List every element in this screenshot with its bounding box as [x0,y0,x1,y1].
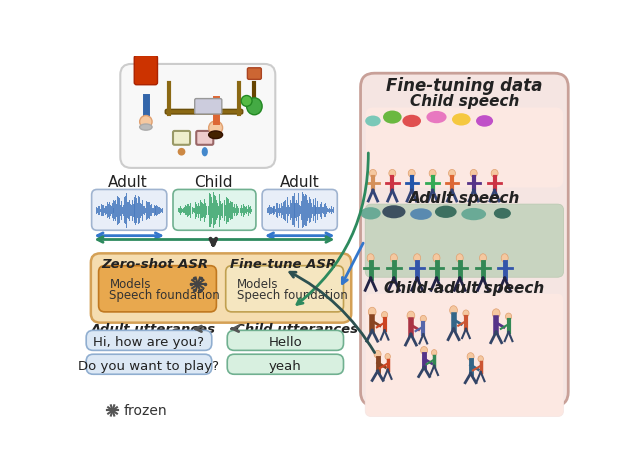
Ellipse shape [450,306,458,315]
Ellipse shape [369,170,376,178]
Ellipse shape [360,208,381,220]
Text: Adult: Adult [108,175,148,190]
Ellipse shape [420,347,428,355]
FancyBboxPatch shape [86,355,212,375]
Text: Models: Models [109,278,151,290]
FancyBboxPatch shape [196,132,213,146]
Ellipse shape [365,116,381,127]
Ellipse shape [403,116,421,128]
Ellipse shape [426,112,447,124]
Ellipse shape [383,111,402,124]
Ellipse shape [178,149,186,156]
Ellipse shape [389,170,396,178]
Ellipse shape [241,96,252,107]
Ellipse shape [492,309,500,318]
FancyBboxPatch shape [195,99,222,115]
Ellipse shape [470,170,477,178]
Ellipse shape [209,132,223,139]
Text: Speech foundation: Speech foundation [109,289,220,302]
Ellipse shape [374,351,381,358]
Ellipse shape [382,206,406,219]
Ellipse shape [209,122,223,136]
Ellipse shape [479,254,486,263]
Text: Adult utterances: Adult utterances [91,323,216,336]
Ellipse shape [246,99,262,116]
Ellipse shape [367,254,374,263]
FancyBboxPatch shape [91,254,351,323]
Ellipse shape [467,353,474,361]
Text: Hi, how are you?: Hi, how are you? [93,335,204,348]
Ellipse shape [433,254,440,263]
Text: Child: Child [194,175,232,190]
FancyBboxPatch shape [227,331,344,351]
FancyBboxPatch shape [86,331,212,351]
Ellipse shape [407,311,415,321]
FancyBboxPatch shape [134,56,157,86]
Ellipse shape [381,312,388,319]
FancyBboxPatch shape [99,266,216,312]
Ellipse shape [408,170,415,178]
FancyBboxPatch shape [365,205,564,278]
Ellipse shape [478,356,483,362]
Ellipse shape [461,208,486,221]
Text: yeah: yeah [269,359,301,372]
FancyBboxPatch shape [365,294,564,416]
FancyBboxPatch shape [227,355,344,375]
Text: Zero-shot ASR: Zero-shot ASR [102,258,209,270]
Text: Hello: Hello [269,335,302,348]
Text: Child-adult speech: Child-adult speech [384,280,545,295]
Ellipse shape [501,254,508,263]
FancyBboxPatch shape [248,69,261,80]
Ellipse shape [449,170,456,178]
FancyBboxPatch shape [173,132,190,146]
Ellipse shape [420,316,426,323]
Text: Adult: Adult [280,175,319,190]
FancyBboxPatch shape [360,74,568,406]
Ellipse shape [506,313,511,320]
FancyBboxPatch shape [365,108,564,188]
FancyBboxPatch shape [173,190,256,231]
Ellipse shape [452,114,470,126]
Ellipse shape [435,206,457,218]
FancyBboxPatch shape [226,266,344,312]
Text: Models: Models [237,278,278,290]
Ellipse shape [491,170,498,178]
Ellipse shape [140,125,152,131]
Ellipse shape [390,254,397,263]
Ellipse shape [476,116,493,128]
FancyBboxPatch shape [262,190,337,231]
Text: Speech foundation: Speech foundation [237,289,348,302]
Text: Fine-tune ASR: Fine-tune ASR [230,258,336,270]
Text: frozen: frozen [124,404,167,417]
FancyBboxPatch shape [165,110,243,115]
Text: Child utterances: Child utterances [235,323,358,336]
Text: Fine-tuning data: Fine-tuning data [386,77,543,95]
Ellipse shape [410,209,432,220]
FancyBboxPatch shape [92,190,167,231]
Ellipse shape [385,354,390,360]
Ellipse shape [368,307,376,317]
Ellipse shape [431,350,437,356]
Ellipse shape [429,170,436,178]
Text: Adult speech: Adult speech [409,191,520,206]
FancyBboxPatch shape [120,65,275,169]
Text: Do you want to play?: Do you want to play? [79,359,220,372]
Text: Child speech: Child speech [410,94,519,109]
Ellipse shape [413,254,420,263]
Ellipse shape [463,310,469,317]
Ellipse shape [202,148,208,157]
Ellipse shape [494,208,511,219]
Ellipse shape [140,116,152,129]
Ellipse shape [456,254,463,263]
